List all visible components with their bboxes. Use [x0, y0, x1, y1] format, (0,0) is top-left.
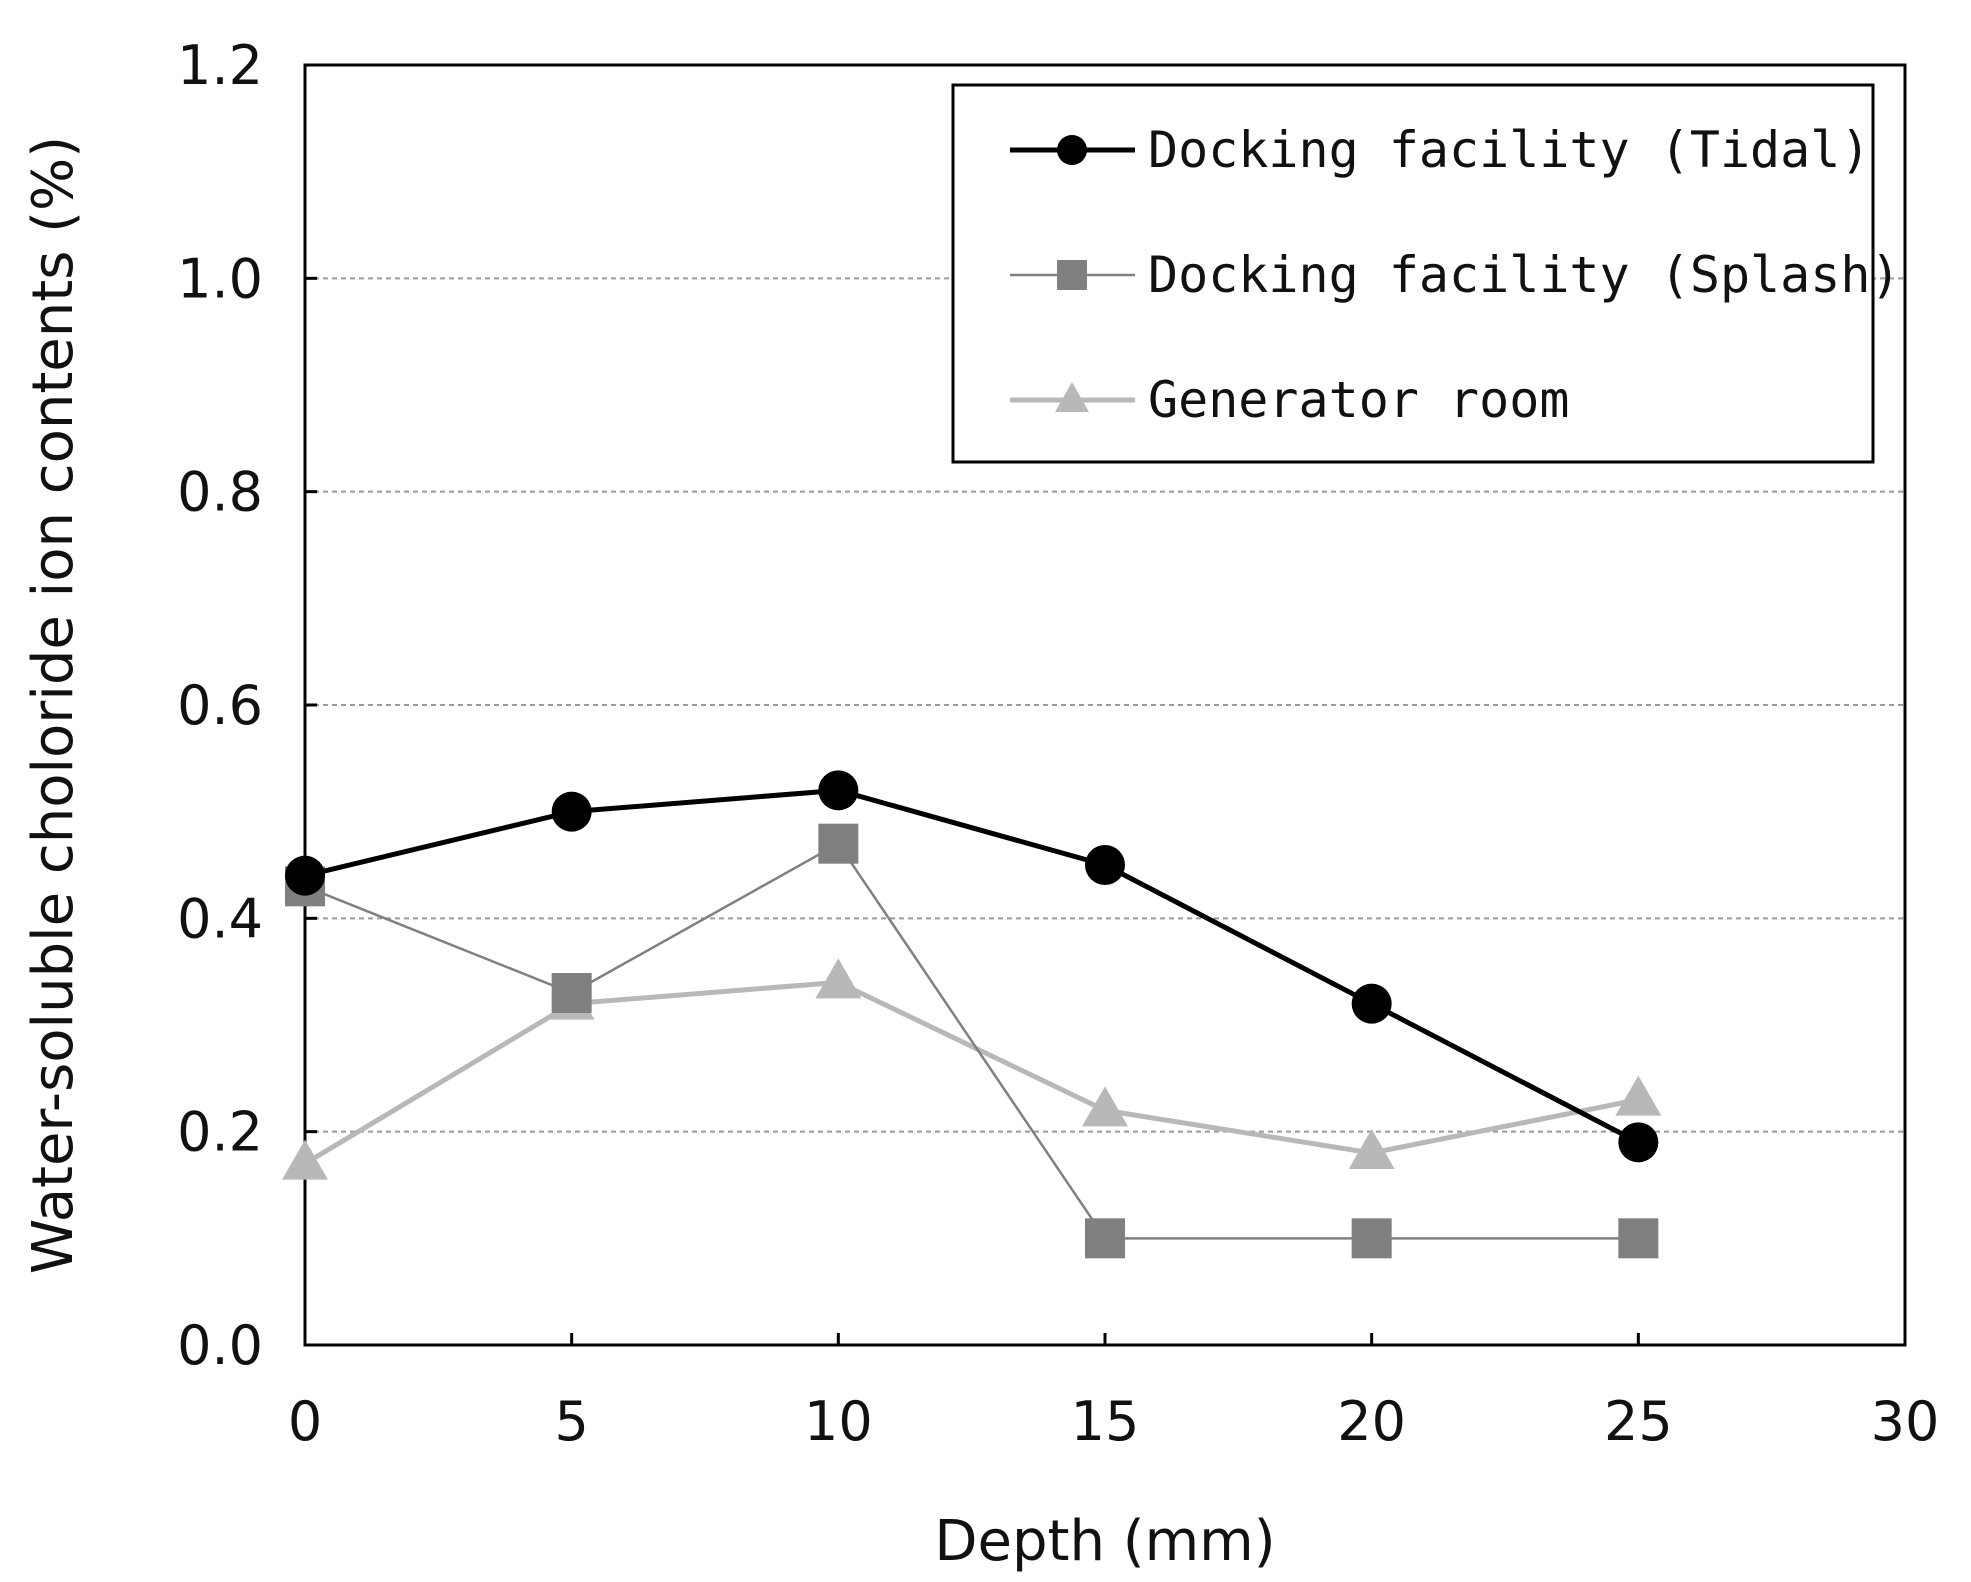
series-0-point-2 [818, 770, 859, 811]
series-0-point-1 [551, 791, 592, 832]
y-axis-ticks: 0.0 0.2 0.4 0.6 0.8 1.0 1.2 [177, 34, 317, 1377]
series-2-point-5 [1615, 1075, 1662, 1116]
x-tick-label-3: 15 [1071, 1390, 1140, 1453]
x-tick-label-5: 25 [1604, 1390, 1673, 1453]
legend-label-2: Generator room [1148, 371, 1569, 429]
series-0-line [304, 787, 1640, 1145]
x-tick-label-0: 0 [288, 1390, 322, 1453]
y-tick-label-0: 0.0 [177, 1314, 263, 1377]
x-axis-title: Depth (mm) [934, 1509, 1275, 1574]
series-1-point-5 [1618, 1218, 1659, 1259]
series-1-point-2 [818, 823, 859, 864]
x-tick-label-1: 5 [554, 1390, 588, 1453]
legend: Docking facility (Tidal) Docking facility… [951, 83, 1901, 464]
legend-marker-1 [1057, 260, 1087, 290]
series-1-point-1 [551, 973, 592, 1013]
y-tick-label-5: 1.0 [177, 247, 263, 310]
legend-marker-2 [1055, 382, 1089, 412]
series-1-point-3 [1085, 1218, 1125, 1259]
legend-label-0: Docking facility (Tidal) [1148, 121, 1870, 179]
y-tick-label-4: 0.8 [177, 461, 263, 524]
series-2-line [303, 979, 1639, 1166]
y-tick-label-6: 1.2 [177, 34, 263, 97]
y-axis-title: Water-soluble choloride ion contents (%) [21, 136, 86, 1274]
series-1-line [304, 842, 1639, 1240]
series-0-point-3 [1085, 845, 1125, 885]
series-2-point-4 [1348, 1129, 1395, 1169]
series-0-point-5 [1618, 1122, 1659, 1163]
series-2-point-3 [1082, 1086, 1128, 1127]
series-2-point-2 [815, 958, 862, 999]
series-2-point-0 [282, 1139, 328, 1180]
series-layer [282, 770, 1662, 1259]
series-0 [285, 770, 1659, 1163]
legend-label-1: Docking facility (Splash) [1148, 246, 1901, 304]
x-axis-ticks: 0 5 10 15 20 25 30 [288, 1333, 1940, 1453]
series-0-point-4 [1351, 983, 1392, 1024]
y-tick-label-3: 0.6 [177, 674, 263, 737]
legend-marker-0 [1057, 135, 1087, 165]
x-tick-label-4: 20 [1337, 1390, 1406, 1453]
y-tick-label-1: 0.2 [177, 1101, 263, 1164]
y-tick-label-2: 0.4 [177, 887, 263, 950]
x-tick-label-6: 30 [1871, 1390, 1940, 1453]
series-1-point-4 [1351, 1218, 1392, 1259]
x-tick-label-2: 10 [804, 1390, 873, 1453]
series-0-point-0 [285, 855, 325, 896]
